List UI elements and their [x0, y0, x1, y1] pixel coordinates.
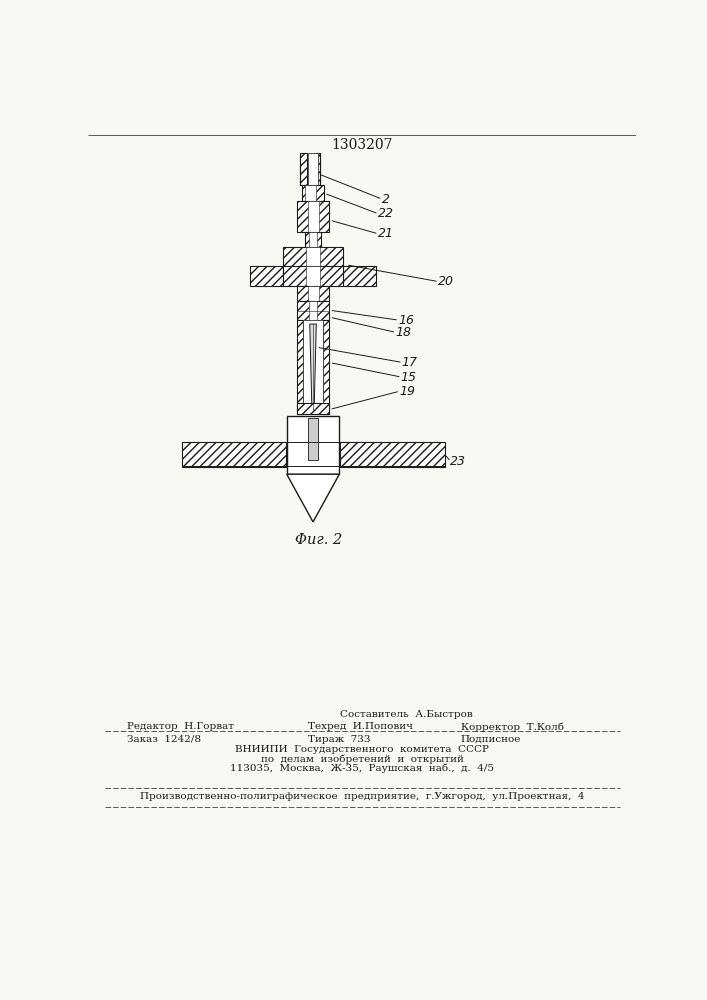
- Text: 16: 16: [398, 314, 414, 327]
- Text: 18: 18: [395, 326, 411, 339]
- Bar: [314, 153, 320, 185]
- Text: по  делам  изобретений  и  открытий: по делам изобретений и открытий: [261, 754, 464, 764]
- Text: Техред  И.Попович: Техред И.Попович: [308, 722, 413, 731]
- Bar: [308, 418, 318, 460]
- Bar: [306, 266, 320, 286]
- Text: 19: 19: [399, 385, 415, 398]
- Bar: [297, 403, 329, 414]
- Text: 22: 22: [378, 207, 394, 220]
- Text: 15: 15: [401, 371, 416, 384]
- Bar: [308, 153, 318, 185]
- Bar: [305, 232, 321, 247]
- Bar: [306, 247, 320, 266]
- Text: 1303207: 1303207: [332, 138, 393, 152]
- Bar: [302, 185, 324, 201]
- Bar: [305, 185, 316, 201]
- Text: Φиг. 2: Φиг. 2: [295, 533, 342, 547]
- Bar: [297, 286, 329, 301]
- Text: Редактор  Н.Горват: Редактор Н.Горват: [127, 722, 234, 731]
- Bar: [287, 416, 339, 474]
- Bar: [343, 266, 376, 286]
- Text: Производственно-полиграфическое  предприятие,  г.Ужгород,  ул.Проектная,  4: Производственно-полиграфическое предприя…: [140, 792, 585, 801]
- Bar: [341, 442, 445, 466]
- Text: 17: 17: [402, 356, 418, 369]
- Text: Подписное: Подписное: [461, 735, 521, 744]
- Bar: [309, 232, 317, 247]
- Text: Заказ  1242/8: Заказ 1242/8: [127, 735, 201, 744]
- Bar: [303, 320, 323, 414]
- Text: ВНИИПИ  Государственного  комитета  СССР: ВНИИПИ Государственного комитета СССР: [235, 745, 489, 754]
- Bar: [297, 320, 303, 414]
- Bar: [297, 201, 329, 232]
- Bar: [283, 266, 343, 286]
- Text: Корректор  Т.Колб: Корректор Т.Колб: [461, 722, 564, 732]
- Text: 21: 21: [378, 227, 394, 240]
- Bar: [309, 301, 317, 320]
- Polygon shape: [310, 324, 316, 410]
- Text: 2: 2: [382, 193, 390, 206]
- Bar: [300, 153, 307, 185]
- Text: Составитель  А.Быстров: Составитель А.Быстров: [341, 710, 473, 719]
- Bar: [250, 266, 283, 286]
- Bar: [182, 442, 286, 466]
- Bar: [283, 247, 343, 266]
- Polygon shape: [287, 474, 339, 522]
- Text: 23: 23: [450, 455, 466, 468]
- Bar: [323, 320, 329, 414]
- Text: 113035,  Москва,  Ж-35,  Раушская  наб.,  д.  4/5: 113035, Москва, Ж-35, Раушская наб., д. …: [230, 764, 494, 773]
- Text: Тираж  733: Тираж 733: [308, 735, 370, 744]
- Bar: [308, 286, 319, 301]
- Bar: [308, 201, 319, 232]
- Text: 20: 20: [438, 275, 454, 288]
- Bar: [297, 301, 329, 320]
